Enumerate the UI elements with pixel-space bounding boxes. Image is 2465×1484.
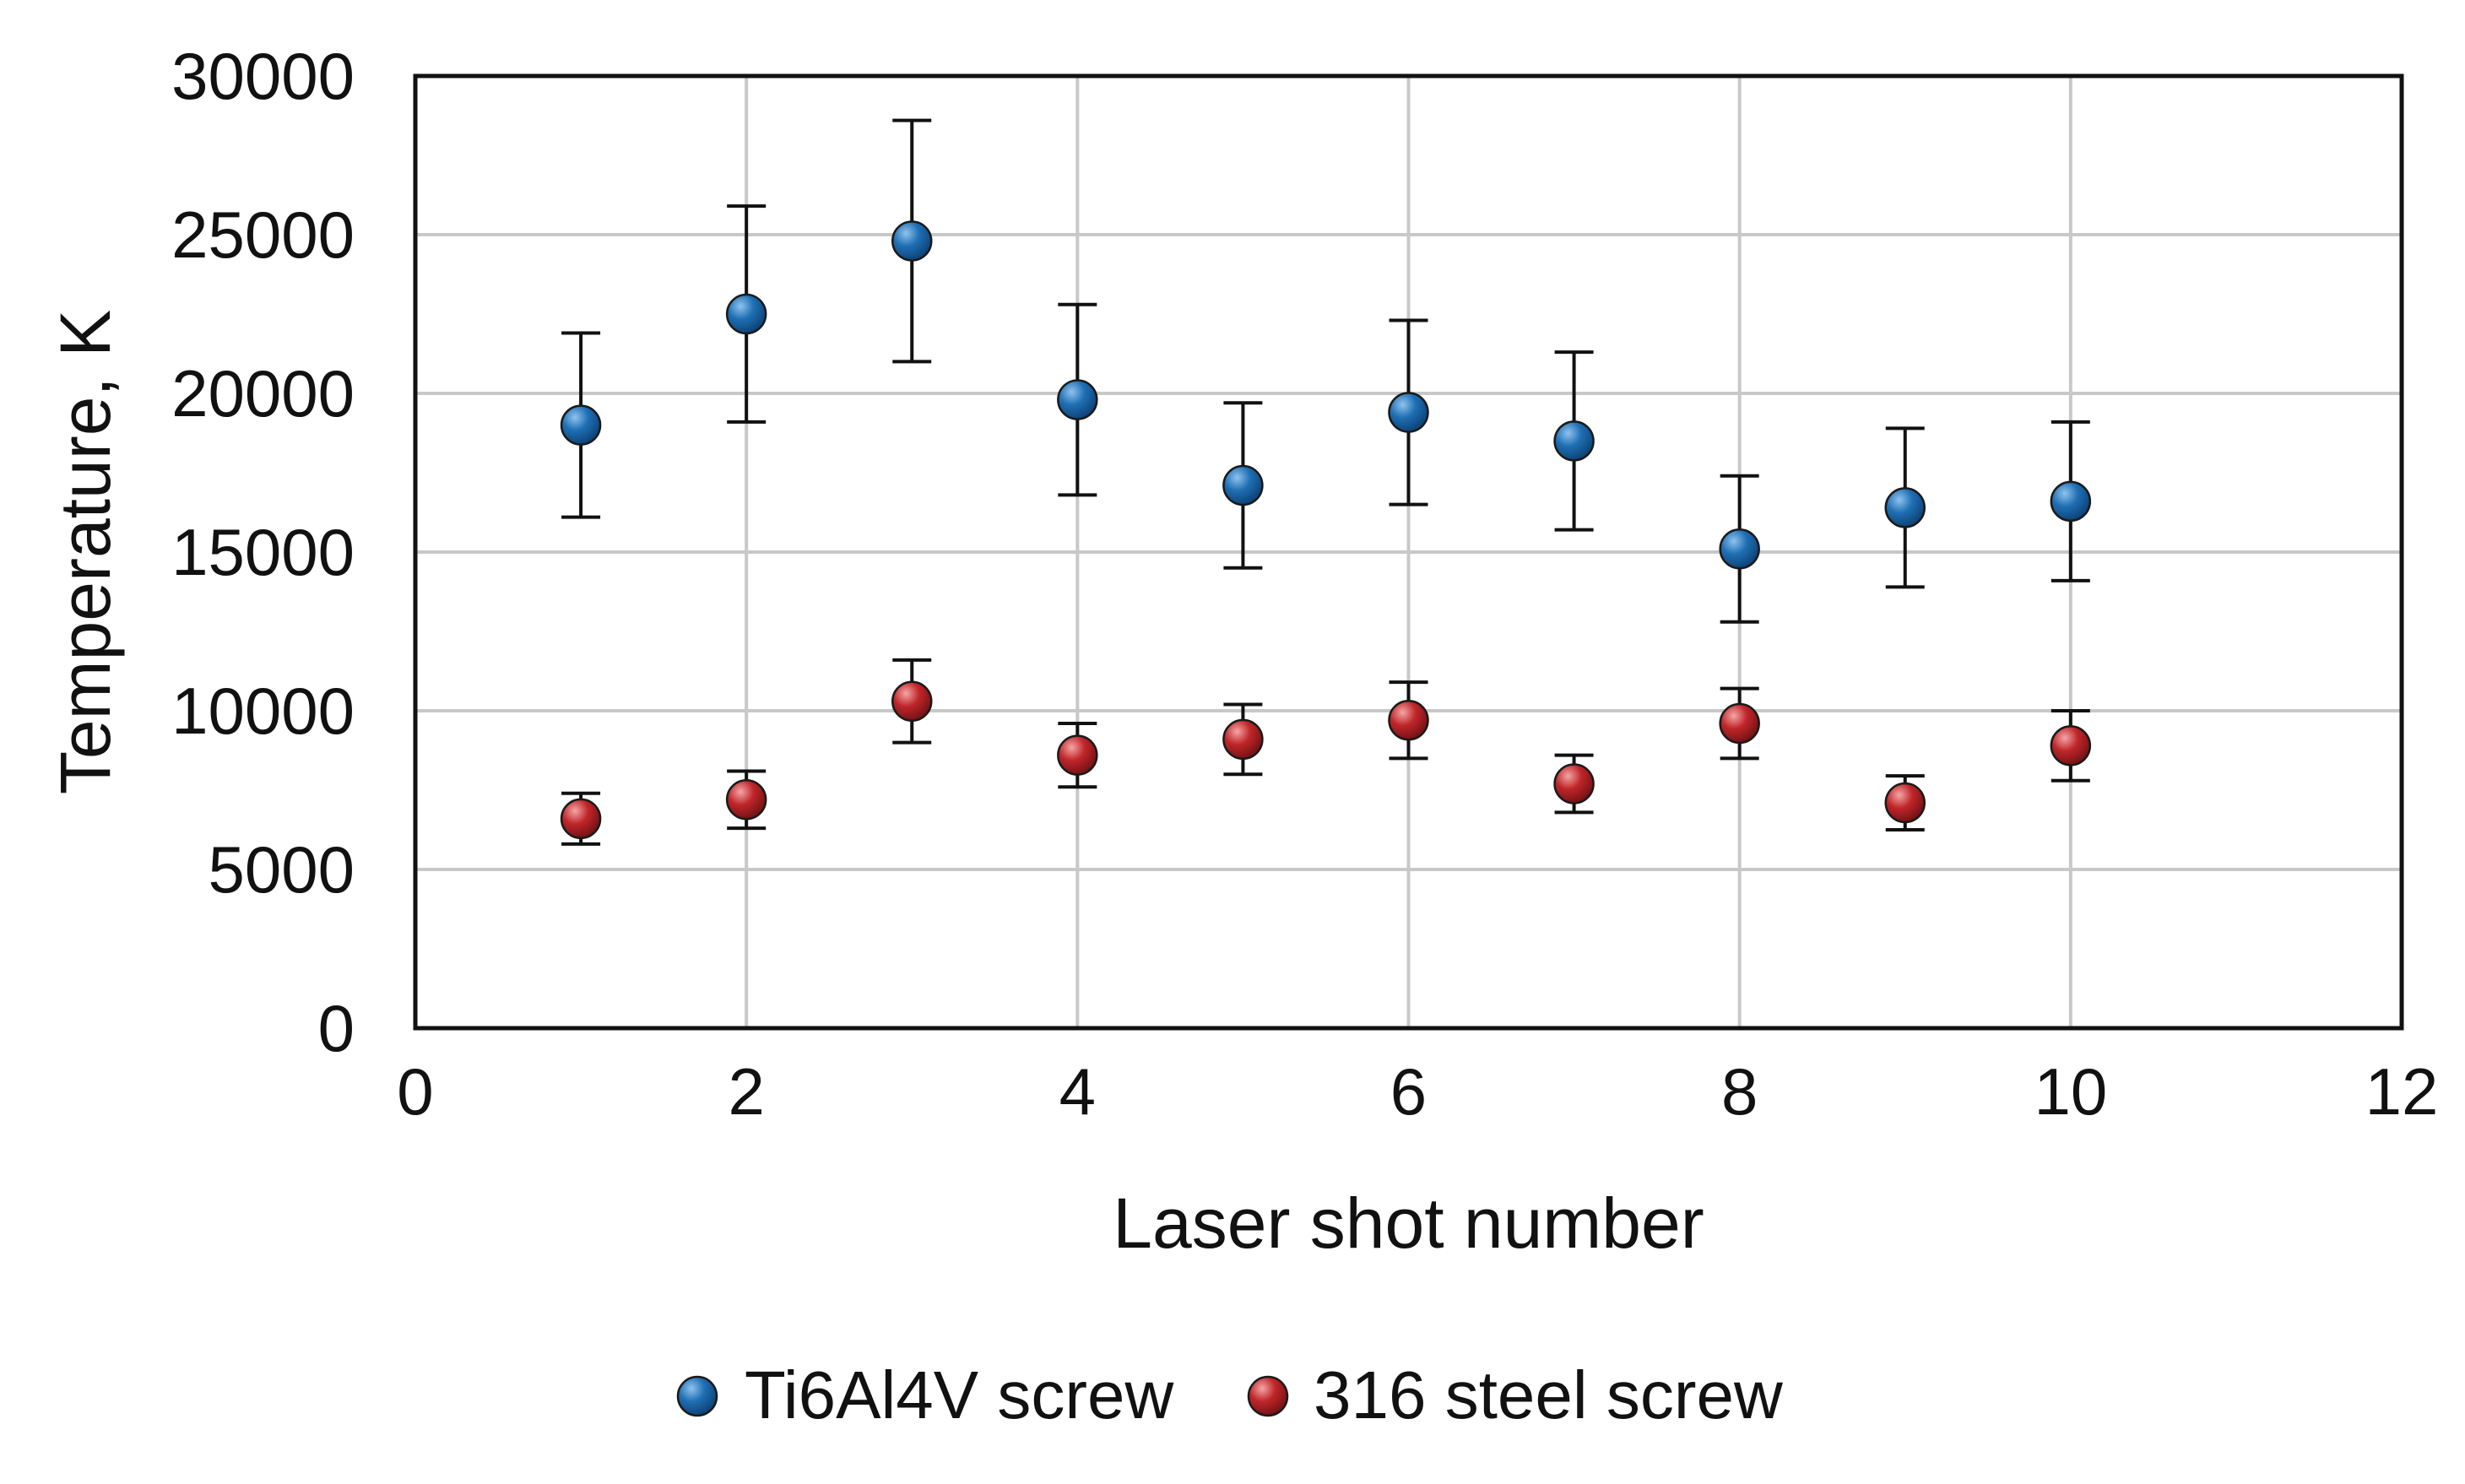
data-point-316-steel <box>891 680 933 722</box>
data-point-316-steel <box>1719 702 1760 745</box>
data-point-ti6al4v <box>2050 480 2092 523</box>
data-point-316-steel <box>1222 718 1264 761</box>
y-tick-label: 0 <box>318 991 355 1065</box>
legend-marker-ti6al4v <box>676 1375 718 1417</box>
x-tick-label: 8 <box>1721 1054 1758 1129</box>
x-axis-title: Laser shot number <box>1113 1183 1704 1263</box>
legend-label-316-steel: 316 steel screw <box>1314 1357 1783 1433</box>
legend-marker-316-steel <box>1247 1375 1289 1417</box>
y-tick-label: 10000 <box>171 674 355 748</box>
data-point-ti6al4v <box>1553 420 1595 462</box>
data-point-316-steel <box>560 798 602 840</box>
data-point-ti6al4v <box>725 293 767 335</box>
x-tick-label: 0 <box>397 1054 433 1129</box>
x-tick-label: 10 <box>2034 1054 2107 1129</box>
y-tick-label: 30000 <box>171 39 355 113</box>
y-tick-label: 20000 <box>171 356 355 431</box>
data-point-ti6al4v <box>1057 379 1098 420</box>
error-bars <box>561 118 2090 846</box>
data-point-316-steel <box>725 779 767 821</box>
data-point-ti6al4v <box>891 220 933 262</box>
data-point-316-steel <box>1057 734 1098 776</box>
x-tick-label: 12 <box>2365 1054 2439 1129</box>
grid-lines <box>414 74 2403 1030</box>
x-tick-label: 4 <box>1059 1054 1096 1129</box>
data-point-316-steel <box>1884 782 1926 824</box>
data-point-ti6al4v <box>1222 464 1264 506</box>
x-tick-label: 6 <box>1390 1054 1427 1129</box>
data-point-ti6al4v <box>560 404 602 446</box>
y-tick-label: 5000 <box>208 832 355 907</box>
data-point-316-steel <box>1553 763 1595 804</box>
legend-item-ti6al4v: Ti6Al4V screw <box>676 1357 1174 1433</box>
legend-item-316-steel: 316 steel screw <box>1247 1357 1783 1433</box>
plot-area-frame <box>413 73 2404 1031</box>
data-point-ti6al4v <box>1388 392 1429 433</box>
data-point-ti6al4v <box>1884 487 1926 528</box>
tick-labels: 0 2 4 6 8 10 12 0 5000 10000 15000 20000 25000 30000 <box>171 39 2438 1129</box>
y-tick-label: 25000 <box>171 198 355 272</box>
x-tick-label: 2 <box>728 1054 764 1129</box>
data-point-316-steel <box>1388 700 1429 741</box>
data-point-316-steel <box>2050 725 2092 766</box>
y-tick-label: 15000 <box>171 515 355 589</box>
data-points <box>560 220 2092 840</box>
data-point-ti6al4v <box>1719 528 1760 570</box>
legend-label-ti6al4v: Ti6Al4V screw <box>745 1357 1174 1433</box>
y-axis-title: Temperature, K <box>46 310 125 794</box>
legend: Ti6Al4V screw 316 steel screw <box>676 1357 1783 1433</box>
